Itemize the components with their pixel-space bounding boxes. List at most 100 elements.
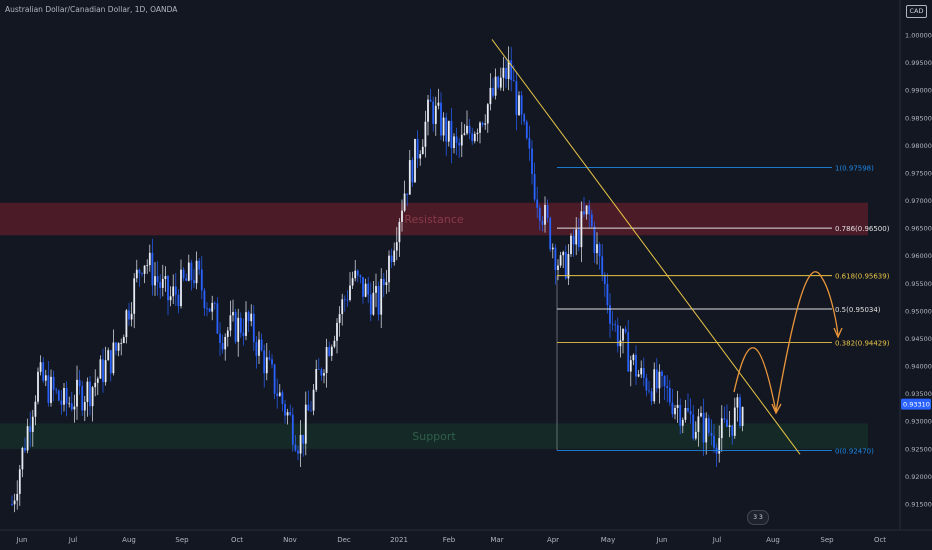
candle-body [57, 390, 60, 401]
candle-body [603, 274, 606, 284]
candle-body [429, 99, 432, 102]
candle-body [289, 412, 292, 415]
current-price-label: 0.93310 [903, 401, 930, 409]
chart-title: Australian Dollar/Canadian Dollar, 1D, O… [5, 5, 178, 14]
candle-body [393, 250, 396, 263]
candle-body [18, 469, 21, 494]
candle-body [635, 354, 637, 377]
candle-body [185, 278, 188, 281]
candle-body [190, 262, 193, 281]
candle-body [245, 312, 247, 336]
x-tick-label: Nov [283, 536, 297, 544]
candle-body [112, 342, 115, 374]
candle-body [622, 328, 624, 341]
candle-body [21, 447, 24, 470]
x-tick-label: 2021 [390, 536, 408, 544]
currency-badge[interactable]: CAD [906, 5, 927, 18]
candle-body [726, 419, 728, 427]
candle-body [713, 435, 715, 448]
candle-body [260, 339, 263, 351]
candle-body [486, 104, 489, 124]
y-tick-label: 0.93500 [905, 390, 932, 398]
candle-body [221, 343, 224, 350]
candle-body [401, 210, 403, 222]
candle-body [83, 401, 86, 411]
candle-body [250, 313, 253, 322]
candle-body [273, 364, 276, 394]
candle-body [494, 76, 497, 96]
x-tick-label: Dec [337, 536, 351, 544]
candle-body [637, 374, 640, 377]
candle-body [388, 255, 390, 283]
price-axis-bg[interactable] [900, 0, 932, 550]
candle-body [193, 280, 195, 284]
x-tick-label: Feb [443, 536, 456, 544]
projection-layer [733, 271, 843, 415]
candle-body [692, 414, 695, 439]
candle-body [632, 354, 635, 361]
candle-body [346, 299, 349, 301]
tradingview-logo: 3 3 [747, 510, 769, 525]
x-tick-label: Mar [490, 536, 503, 544]
candle-body [671, 402, 674, 415]
candle-body [440, 102, 442, 136]
candle-body [385, 282, 388, 285]
candle-body [590, 214, 593, 227]
candle-body [239, 317, 242, 333]
zone-resistance[interactable] [0, 202, 868, 236]
candle-body [151, 252, 154, 286]
trendline-layer [491, 39, 801, 455]
candle-body [104, 360, 107, 383]
candle-body [44, 375, 47, 381]
candle-body [627, 332, 630, 372]
projection-path[interactable] [733, 271, 839, 413]
x-tick-label: Oct [874, 536, 886, 544]
candle-body [466, 125, 468, 134]
candle-body [697, 416, 700, 432]
trendline[interactable] [491, 39, 801, 455]
candle-body [13, 500, 16, 505]
candle-body [317, 369, 320, 370]
zone-support[interactable] [0, 423, 868, 449]
y-tick-label: 0.94500 [905, 335, 932, 343]
candle-body [26, 426, 29, 451]
candle-body [447, 120, 450, 142]
candle-body [476, 132, 479, 134]
candle-body [242, 332, 245, 336]
candle-body [377, 286, 380, 315]
candle-body [471, 133, 474, 142]
candle-body [458, 142, 461, 146]
candle-body [689, 411, 692, 415]
candle-body [528, 138, 531, 149]
x-tick-label: Jun [16, 536, 28, 544]
y-tick-label: 0.98500 [905, 114, 932, 122]
candle-body [512, 80, 515, 82]
candle-body [593, 226, 596, 254]
candle-body [700, 412, 702, 417]
y-tick-label: 0.93000 [905, 418, 932, 426]
candle-body [255, 342, 258, 356]
fib-level-label: 0.786(0.96500) [835, 225, 890, 233]
candle-body [336, 322, 338, 341]
zones-layer: Resistance Support [0, 202, 868, 449]
candle-body [570, 235, 572, 255]
candle-body [648, 390, 650, 392]
candle-body [733, 407, 736, 436]
candle-body [133, 278, 136, 314]
candle-body [91, 387, 94, 407]
candle-body [135, 269, 138, 279]
candle-body [411, 160, 414, 183]
candle-body [60, 400, 63, 405]
x-tick-label: Jul [68, 536, 78, 544]
fibonacci-layer: 1(0.97598) 0.786(0.96500) 0.618(0.95639) 0.… [556, 165, 890, 455]
candle-body [351, 278, 354, 286]
candle-body [382, 278, 385, 285]
candle-body [507, 60, 510, 80]
candle-body [232, 312, 234, 316]
candle-body [658, 371, 661, 389]
candle-body [598, 244, 601, 257]
candle-body [333, 340, 336, 347]
